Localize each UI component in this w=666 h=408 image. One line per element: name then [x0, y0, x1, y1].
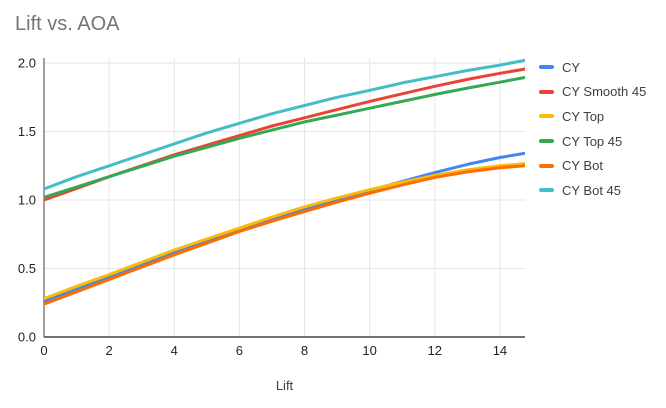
y-tick-label-0.0: 0.0 — [18, 330, 36, 345]
legend-item-cy-bot-45[interactable]: CY Bot 45 — [539, 178, 646, 203]
legend-swatch-cy-top-45 — [539, 139, 554, 144]
y-tick-label-1.5: 1.5 — [18, 124, 36, 139]
series-line-cy[interactable] — [44, 151, 533, 303]
legend-label-cy: CY — [562, 59, 581, 75]
x-tick-label-2: 2 — [106, 343, 113, 358]
legend-label-cy-top: CY Top — [562, 108, 605, 124]
series-line-cy-smooth-45[interactable] — [44, 67, 533, 202]
series-line-cy-bot[interactable] — [44, 164, 533, 306]
chart-title: Lift vs. AOA — [15, 13, 120, 35]
y-tick-label-1.0: 1.0 — [18, 193, 36, 208]
y-tick-label-0.5: 0.5 — [18, 261, 36, 276]
series-line-cy-top-45[interactable] — [44, 75, 533, 199]
legend-swatch-cy-smooth-45 — [539, 89, 554, 94]
legend-label-cy-bot: CY Bot — [562, 158, 603, 174]
legend-item-cy-top[interactable]: CY Top — [539, 104, 646, 129]
series-group — [44, 58, 533, 306]
legend-swatch-cy — [539, 65, 554, 70]
legend-swatch-cy-bot-45 — [539, 188, 554, 193]
legend-label-cy-bot-45: CY Bot 45 — [562, 182, 622, 198]
x-tick-label-12: 12 — [428, 343, 442, 358]
legend-swatch-cy-bot — [539, 163, 554, 168]
series-line-cy-bot-45[interactable] — [44, 58, 533, 191]
legend-label-cy-top-45: CY Top 45 — [562, 133, 623, 149]
legend-item-cy-smooth-45[interactable]: CY Smooth 45 — [539, 80, 646, 105]
legend-item-cy-bot[interactable]: CY Bot — [539, 153, 646, 178]
x-tick-label-4: 4 — [171, 343, 178, 358]
y-tick-label-2.0: 2.0 — [18, 56, 36, 71]
legend-swatch-cy-top — [539, 114, 554, 119]
x-tick-label-14: 14 — [493, 343, 507, 358]
legend-label-cy-smooth-45: CY Smooth 45 — [562, 84, 647, 100]
series-line-cy-top[interactable] — [44, 162, 533, 301]
legend-item-cy-top-45[interactable]: CY Top 45 — [539, 129, 646, 154]
x-axis-title: Lift — [276, 378, 294, 393]
legend-item-cy[interactable]: CY — [539, 55, 646, 80]
x-tick-label-10: 10 — [362, 343, 376, 358]
x-tick-label-8: 8 — [301, 343, 308, 358]
x-tick-label-0: 0 — [40, 343, 47, 358]
x-tick-label-6: 6 — [236, 343, 243, 358]
legend: CY CY Smooth 45 CY Top CY Top 45 CY Bot CY Bo… — [539, 55, 646, 203]
